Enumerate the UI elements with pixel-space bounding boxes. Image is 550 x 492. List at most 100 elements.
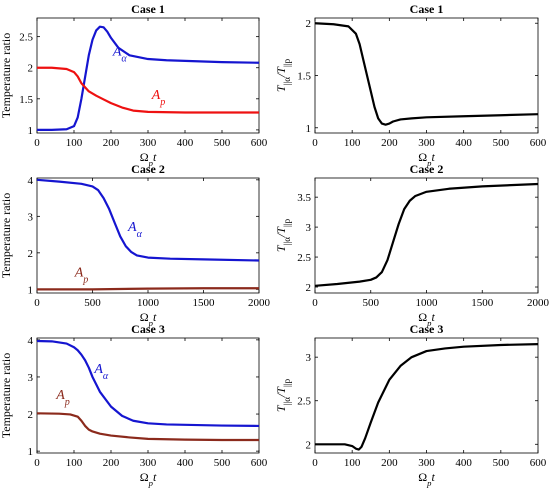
series-line-ap (37, 287, 259, 291)
y-tick-label: 3 (306, 352, 312, 364)
y-tick-label: 2 (28, 409, 34, 421)
y-tick-label: 1 (28, 125, 34, 137)
x-tick-label: 0 (34, 137, 40, 149)
y-tick-label: 2 (306, 18, 312, 30)
y-axis-label: T||α/T||p (274, 58, 292, 92)
series-line-a (37, 178, 259, 262)
y-axis-label: T||α/T||p (274, 218, 292, 252)
y-tick-label: 3.5 (297, 192, 311, 204)
x-tick-label: 500 (493, 137, 510, 149)
y-tick-label: 2 (306, 282, 312, 294)
x-tick-label: 2000 (248, 297, 271, 309)
series-line-a (37, 25, 259, 131)
chart-title: Case 1 (410, 2, 444, 16)
x-tick-label: 0 (34, 457, 40, 469)
x-tick-label: 100 (344, 137, 361, 149)
chart-panel-4: Case 2 0 500 1000 1500 2000 2 2.5 3 3.5 Ωpt T||α/T|… (274, 162, 550, 328)
x-tick-label: 600 (251, 137, 268, 149)
chart-panel-5: Case 3 0 100 200 300 400 500 600 1 2 3 4 Ωpt Temperat… (0, 322, 268, 488)
x-tick-label: 500 (363, 297, 380, 309)
x-axis-label: Ωpt (418, 310, 435, 328)
y-axis-label: Temperature ratio (0, 33, 13, 118)
y-tick-label: 2.5 (297, 252, 311, 264)
y-tick-label: 2.5 (297, 396, 311, 408)
y-tick-label: 4 (28, 335, 34, 347)
plot-frame (36, 337, 260, 454)
series-line (315, 343, 538, 451)
y-axis-label: T||α/T||p (274, 378, 292, 412)
x-tick-label: 500 (493, 457, 510, 469)
x-axis-label: Ωpt (418, 150, 435, 168)
x-tick-label: 500 (84, 297, 101, 309)
x-tick-label: 1000 (137, 297, 160, 309)
x-tick-label: 500 (214, 137, 231, 149)
x-tick-label: 300 (140, 457, 157, 469)
y-tick-label: 3 (28, 372, 34, 384)
series-annotation: Aα (93, 362, 109, 382)
x-axis-label: Ωpt (140, 150, 157, 168)
chart-title: Case 3 (131, 322, 165, 336)
plot-frame (314, 337, 539, 454)
chart-title: Case 3 (410, 322, 444, 336)
x-tick-label: 100 (66, 137, 83, 149)
x-tick-label: 0 (312, 297, 318, 309)
x-tick-label: 100 (344, 457, 361, 469)
x-tick-label: 0 (312, 137, 318, 149)
series-line-ap (37, 66, 259, 114)
x-tick-label: 400 (455, 137, 472, 149)
y-tick-label: 2 (28, 248, 34, 260)
x-axis-label: Ωpt (140, 310, 157, 328)
x-tick-label: 600 (530, 457, 547, 469)
chart-title: Case 2 (410, 162, 444, 176)
series-line (315, 182, 538, 287)
chart-panel-6: Case 3 0 100 200 300 400 500 600 2 2.5 3 Ωpt T||α/T|… (274, 322, 547, 488)
chart-title: Case 1 (131, 2, 165, 16)
y-tick-label: 1 (306, 123, 312, 135)
x-tick-label: 1000 (416, 297, 439, 309)
y-tick-label: 3 (28, 211, 34, 223)
x-tick-label: 0 (312, 457, 318, 469)
plot-frame (36, 17, 260, 134)
y-tick-label: 2.5 (19, 32, 33, 44)
x-axis-label: Ωpt (140, 470, 157, 488)
y-axis-label: Temperature ratio (0, 193, 13, 278)
x-tick-label: 0 (34, 297, 40, 309)
x-tick-label: 500 (214, 457, 231, 469)
y-tick-label: 2 (28, 63, 34, 75)
y-tick-label: 1.5 (19, 94, 33, 106)
x-tick-label: 1500 (471, 297, 494, 309)
x-tick-label: 600 (530, 137, 547, 149)
y-tick-label: 3 (306, 222, 312, 234)
series-line-a (37, 339, 259, 428)
chart-title: Case 2 (131, 162, 165, 176)
x-tick-label: 300 (140, 137, 157, 149)
series-annotation: Aα (127, 220, 143, 240)
x-tick-label: 200 (103, 137, 120, 149)
x-tick-label: 1500 (193, 297, 216, 309)
x-tick-label: 100 (66, 457, 83, 469)
chart-panel-3: Case 2 0 500 1000 1500 2000 1 2 3 4 Ωpt Temperature… (0, 162, 271, 328)
series-annotation: Aα (112, 44, 128, 64)
x-tick-label: 200 (381, 137, 398, 149)
y-axis-label: Temperature ratio (0, 353, 13, 438)
series-line-ap (37, 412, 259, 442)
series-annotation: Ap (74, 266, 89, 286)
x-tick-label: 400 (455, 457, 472, 469)
series-annotation: Ap (151, 88, 166, 108)
y-tick-label: 1 (28, 446, 34, 458)
x-tick-label: 400 (177, 457, 194, 469)
x-tick-label: 300 (418, 137, 435, 149)
x-tick-label: 200 (103, 457, 120, 469)
chart-panel-1: Case 1 0 100 200 300 400 500 600 1 1.5 2 2.5 Ωpt Temp… (0, 2, 268, 168)
x-tick-label: 200 (381, 457, 398, 469)
plot-frame (314, 177, 539, 294)
y-tick-label: 1.5 (297, 71, 311, 83)
series-annotation: Ap (55, 388, 70, 408)
y-tick-label: 4 (28, 175, 34, 187)
x-axis-label: Ωpt (418, 470, 435, 488)
x-tick-label: 600 (251, 457, 268, 469)
y-tick-label: 1 (28, 284, 34, 296)
chart-panel-2: Case 1 0 100 200 300 400 500 600 1 1.5 2 Ωpt T||α/T|… (274, 2, 547, 168)
y-tick-label: 2 (306, 439, 312, 451)
